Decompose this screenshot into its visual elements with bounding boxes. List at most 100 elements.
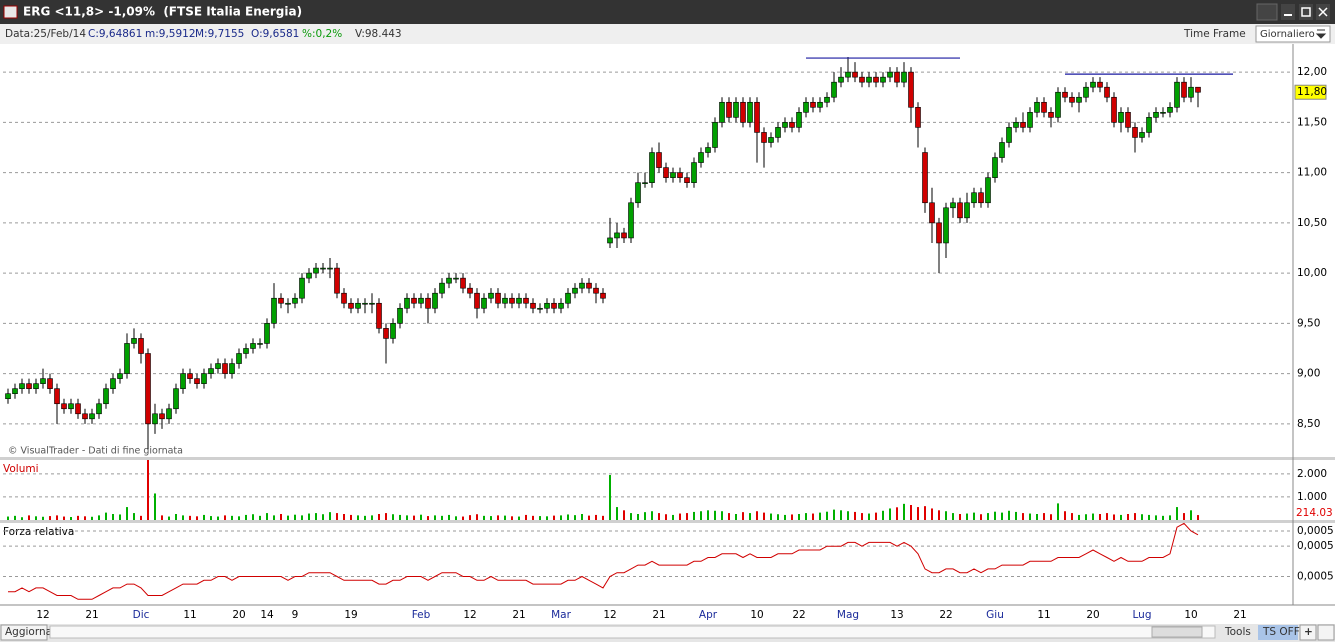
candle-body bbox=[1174, 81, 1180, 108]
candle-body bbox=[775, 127, 781, 138]
volume-bar bbox=[1162, 515, 1164, 520]
candle-body bbox=[481, 297, 487, 309]
volume-bar bbox=[1134, 513, 1136, 520]
candle-body bbox=[831, 81, 837, 98]
candle-body bbox=[229, 363, 235, 374]
candle-body bbox=[782, 122, 788, 128]
candle-body bbox=[1020, 122, 1026, 128]
candle-body bbox=[978, 192, 984, 204]
volume-bar bbox=[259, 515, 261, 520]
candle-body bbox=[1013, 122, 1019, 128]
volume-bar bbox=[182, 515, 184, 520]
info-change: %:0,2% bbox=[302, 28, 342, 40]
window-buttons[interactable] bbox=[1256, 3, 1330, 21]
volume-bar bbox=[175, 514, 177, 520]
candle-body bbox=[551, 302, 557, 309]
volume-bar bbox=[77, 515, 79, 520]
candle-body bbox=[663, 167, 669, 178]
volume-bar bbox=[203, 514, 205, 520]
candle-body bbox=[642, 182, 648, 184]
candle-body bbox=[698, 152, 704, 163]
candle-body bbox=[411, 297, 417, 304]
candle-body bbox=[740, 101, 746, 123]
y-tick-label: 0,0005 bbox=[1297, 540, 1334, 552]
volume-bar bbox=[91, 516, 93, 520]
time-frame-select[interactable] bbox=[1255, 25, 1331, 43]
menu-button[interactable] bbox=[1317, 624, 1335, 641]
volume-bar bbox=[329, 512, 331, 520]
candle-body bbox=[803, 101, 809, 113]
candle-body bbox=[306, 272, 312, 279]
candle-body bbox=[957, 202, 963, 219]
candle-body bbox=[593, 287, 599, 294]
candle-body bbox=[1111, 96, 1117, 123]
plus-button[interactable] bbox=[1299, 624, 1317, 641]
volume-bar bbox=[658, 513, 660, 520]
volume-bar bbox=[266, 513, 268, 520]
volume-bar bbox=[1190, 510, 1192, 520]
volume-bar bbox=[546, 516, 548, 520]
volume-bar bbox=[749, 513, 751, 520]
y-tick-label: 11,50 bbox=[1297, 116, 1327, 128]
volume-bar bbox=[56, 515, 58, 520]
candle-body bbox=[124, 343, 130, 374]
chart-area bbox=[0, 44, 1335, 605]
candle-body bbox=[964, 202, 970, 219]
candle-body bbox=[327, 267, 333, 270]
info-close: C:9,64861 bbox=[88, 28, 142, 40]
candle-body bbox=[915, 107, 921, 128]
x-tick-label: 19 bbox=[344, 609, 357, 621]
minimize-button[interactable] bbox=[1281, 4, 1295, 20]
update-button[interactable] bbox=[0, 624, 48, 641]
candle-body bbox=[1027, 112, 1033, 128]
tools-button[interactable] bbox=[1256, 3, 1278, 21]
candle-body bbox=[131, 338, 137, 344]
candle-body bbox=[117, 373, 123, 379]
volume-bar bbox=[1064, 511, 1066, 520]
candle-body bbox=[362, 302, 368, 305]
volume-bar bbox=[1008, 510, 1010, 520]
volume-bar bbox=[287, 515, 289, 520]
volume-bar bbox=[231, 515, 233, 520]
volume-bar bbox=[147, 460, 149, 520]
candle-body bbox=[47, 378, 53, 389]
time-frame-value: Giornaliero bbox=[1260, 29, 1315, 40]
volume-bar bbox=[728, 513, 730, 520]
candle-body bbox=[68, 403, 74, 410]
volume-bar bbox=[819, 512, 821, 520]
candle-body bbox=[334, 267, 340, 294]
maximize-button[interactable] bbox=[1299, 4, 1313, 20]
tools-label[interactable]: Tools bbox=[1224, 626, 1251, 638]
candle-body bbox=[453, 277, 459, 280]
candle-body bbox=[299, 277, 305, 299]
candle-body bbox=[376, 302, 382, 329]
candle-body bbox=[292, 297, 298, 304]
scroll-thumb[interactable] bbox=[1151, 626, 1203, 638]
candle-body bbox=[425, 297, 431, 309]
candle-body bbox=[999, 142, 1005, 158]
ts-button[interactable] bbox=[1258, 625, 1298, 640]
candle-body bbox=[509, 297, 515, 304]
candle-body bbox=[1153, 112, 1159, 118]
volume-bar bbox=[1169, 515, 1171, 520]
volume-bar bbox=[105, 512, 107, 520]
candle-body bbox=[796, 112, 802, 128]
volume-bar bbox=[777, 514, 779, 520]
candle-body bbox=[649, 152, 655, 183]
x-tick-label: 10 bbox=[750, 609, 763, 621]
volume-bar bbox=[133, 513, 135, 520]
volume-bar bbox=[532, 515, 534, 520]
volume-bar bbox=[889, 508, 891, 520]
candle-body bbox=[810, 101, 816, 108]
volume-bar bbox=[714, 510, 716, 520]
candle-body bbox=[1132, 127, 1138, 138]
ts-label: TS OFF bbox=[1262, 626, 1300, 638]
candle-body bbox=[1139, 132, 1145, 138]
candle-body bbox=[705, 147, 711, 153]
candle-body bbox=[1062, 91, 1068, 98]
volume-bar bbox=[679, 513, 681, 520]
scrollbar[interactable] bbox=[49, 625, 1216, 639]
y-tick-label: 9,00 bbox=[1297, 368, 1320, 380]
candle-body bbox=[866, 76, 872, 83]
volume-bar bbox=[847, 511, 849, 520]
